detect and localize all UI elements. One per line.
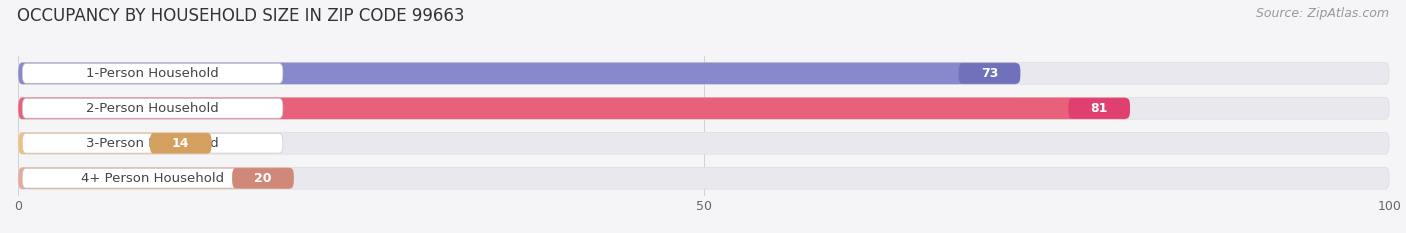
FancyBboxPatch shape (22, 168, 283, 188)
FancyBboxPatch shape (150, 133, 211, 153)
Text: 14: 14 (172, 137, 190, 150)
Text: 3-Person Household: 3-Person Household (86, 137, 219, 150)
FancyBboxPatch shape (22, 134, 283, 153)
FancyBboxPatch shape (22, 64, 283, 83)
FancyBboxPatch shape (18, 97, 1389, 119)
FancyBboxPatch shape (22, 99, 283, 118)
Text: 20: 20 (254, 172, 271, 185)
FancyBboxPatch shape (18, 132, 211, 154)
FancyBboxPatch shape (18, 62, 1019, 84)
FancyBboxPatch shape (18, 132, 1389, 154)
FancyBboxPatch shape (959, 63, 1021, 83)
Text: 1-Person Household: 1-Person Household (86, 67, 219, 80)
FancyBboxPatch shape (18, 167, 292, 189)
FancyBboxPatch shape (18, 97, 1129, 119)
FancyBboxPatch shape (18, 62, 1389, 84)
Text: 73: 73 (981, 67, 998, 80)
FancyBboxPatch shape (18, 167, 1389, 189)
Text: OCCUPANCY BY HOUSEHOLD SIZE IN ZIP CODE 99663: OCCUPANCY BY HOUSEHOLD SIZE IN ZIP CODE … (17, 7, 464, 25)
Text: 81: 81 (1091, 102, 1108, 115)
FancyBboxPatch shape (1069, 98, 1130, 118)
Text: Source: ZipAtlas.com: Source: ZipAtlas.com (1256, 7, 1389, 20)
Text: 4+ Person Household: 4+ Person Household (82, 172, 224, 185)
FancyBboxPatch shape (232, 168, 294, 188)
Text: 2-Person Household: 2-Person Household (86, 102, 219, 115)
